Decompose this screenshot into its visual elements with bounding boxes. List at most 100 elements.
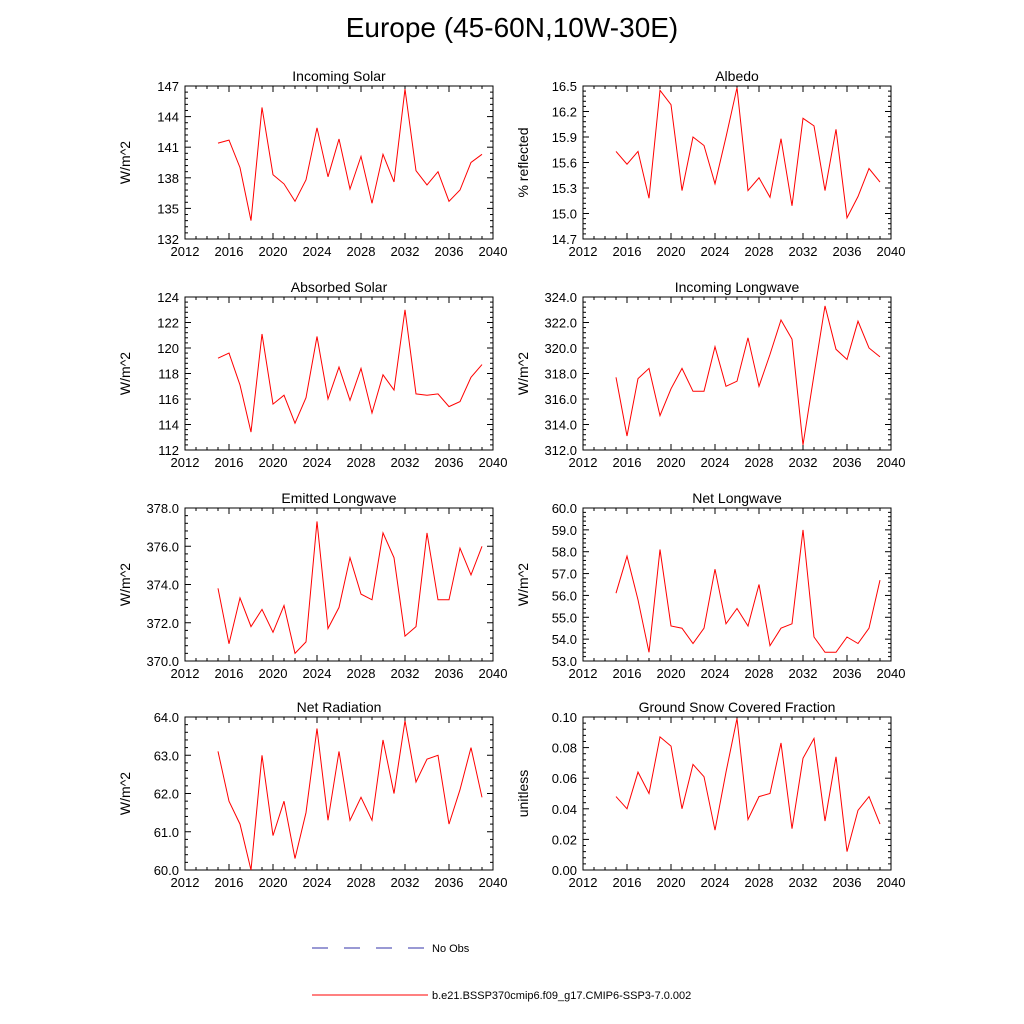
- chart-panel: Net Radiation W/m^2 2012 2016 2020 2024 2028 20…: [117, 699, 507, 890]
- x-tick-label: 2012: [171, 455, 200, 470]
- y-tick-label: 61.0: [154, 825, 179, 840]
- chart-panel: Net Longwave W/m^2 2012 2016 2020 2024 2028 203…: [515, 490, 905, 681]
- y-tick-label: 0.02: [552, 832, 577, 847]
- x-tick-label: 2028: [347, 455, 376, 470]
- legend-model-label: b.e21.BSSP370cmip6.f09_g17.CMIP6-SSP3-7.…: [432, 990, 691, 1002]
- y-tick-label: 0.04: [552, 802, 577, 817]
- chart-title: Net Radiation: [297, 699, 382, 715]
- chart-title: Absorbed Solar: [291, 279, 388, 295]
- x-tick-label: 2040: [479, 875, 508, 890]
- chart-title: Emitted Longwave: [281, 490, 396, 506]
- x-tick-label: 2040: [877, 244, 906, 259]
- y-tick-label: 63.0: [154, 748, 179, 763]
- x-tick-label: 2028: [347, 244, 376, 259]
- x-tick-label: 2032: [789, 666, 818, 681]
- y-axis-label: W/m^2: [117, 772, 133, 815]
- x-tick-label: 2024: [701, 455, 730, 470]
- x-tick-label: 2036: [435, 875, 464, 890]
- series-line: [615, 305, 881, 445]
- y-tick-label: 59.0: [552, 523, 577, 538]
- y-tick-label: 57.0: [552, 567, 577, 582]
- y-tick-label: 62.0: [154, 787, 179, 802]
- y-axis-label: W/m^2: [515, 352, 531, 395]
- y-tick-label: 0.00: [552, 863, 577, 878]
- page-title: Europe (45-60N,10W-30E): [345, 12, 679, 43]
- y-tick-label: 58.0: [552, 545, 577, 560]
- x-tick-label: 2032: [789, 875, 818, 890]
- x-tick-label: 2024: [701, 244, 730, 259]
- x-tick-label: 2036: [833, 875, 862, 890]
- y-tick-label: 60.0: [552, 501, 577, 516]
- x-tick-label: 2020: [657, 666, 686, 681]
- x-tick-label: 2012: [171, 666, 200, 681]
- x-tick-label: 2036: [435, 455, 464, 470]
- x-tick-label: 2020: [259, 455, 288, 470]
- y-tick-label: 324.0: [544, 290, 577, 305]
- x-tick-label: 2020: [657, 244, 686, 259]
- x-tick-label: 2040: [479, 666, 508, 681]
- y-tick-label: 16.2: [552, 105, 577, 120]
- series-line: [615, 529, 881, 653]
- y-tick-label: 53.0: [552, 654, 577, 669]
- chart-panel: Albedo % reflected 2012 2016 2020 2024 2028 203…: [515, 68, 905, 259]
- chart-title: Incoming Longwave: [675, 279, 800, 295]
- y-tick-label: 318.0: [544, 367, 577, 382]
- x-tick-label: 2020: [259, 244, 288, 259]
- x-tick-label: 2016: [215, 244, 244, 259]
- y-axis-label: W/m^2: [515, 563, 531, 606]
- series-line: [615, 718, 881, 852]
- x-tick-label: 2012: [171, 244, 200, 259]
- x-tick-label: 2024: [303, 455, 332, 470]
- y-tick-label: 138: [157, 171, 179, 186]
- y-tick-label: 120: [157, 341, 179, 356]
- x-tick-label: 2024: [303, 875, 332, 890]
- y-tick-label: 374.0: [146, 578, 179, 593]
- x-tick-label: 2012: [569, 666, 598, 681]
- series-line: [615, 87, 881, 220]
- y-tick-label: 15.0: [552, 207, 577, 222]
- x-tick-label: 2012: [569, 455, 598, 470]
- y-tick-label: 378.0: [146, 501, 179, 516]
- y-tick-label: 114: [158, 418, 179, 433]
- y-tick-label: 314.0: [544, 418, 577, 433]
- y-axis-label: W/m^2: [117, 563, 133, 606]
- y-tick-label: 15.3: [552, 181, 577, 196]
- x-tick-label: 2020: [259, 875, 288, 890]
- y-axis-label: unitless: [515, 770, 531, 817]
- x-tick-label: 2024: [701, 875, 730, 890]
- x-tick-label: 2032: [391, 455, 420, 470]
- chart-title: Albedo: [715, 68, 759, 84]
- y-tick-label: 312.0: [544, 443, 577, 458]
- x-tick-label: 2040: [877, 666, 906, 681]
- x-tick-label: 2028: [745, 244, 774, 259]
- x-tick-label: 2036: [833, 666, 862, 681]
- x-tick-label: 2020: [259, 666, 288, 681]
- x-tick-label: 2016: [613, 455, 642, 470]
- x-tick-label: 2016: [613, 875, 642, 890]
- y-tick-label: 55.0: [552, 610, 577, 625]
- y-tick-label: 14.7: [552, 232, 577, 247]
- x-tick-label: 2012: [569, 244, 598, 259]
- x-tick-label: 2016: [613, 666, 642, 681]
- chart-title: Incoming Solar: [292, 68, 386, 84]
- x-tick-label: 2016: [215, 875, 244, 890]
- y-tick-label: 135: [157, 201, 179, 216]
- y-axis-label: % reflected: [515, 127, 531, 197]
- y-tick-label: 320.0: [544, 341, 577, 356]
- y-tick-label: 60.0: [154, 863, 179, 878]
- y-tick-label: 370.0: [146, 654, 179, 669]
- y-tick-label: 147: [157, 79, 179, 94]
- y-tick-label: 372.0: [146, 616, 179, 631]
- x-tick-label: 2016: [215, 666, 244, 681]
- x-tick-label: 2028: [347, 875, 376, 890]
- y-tick-label: 16.5: [552, 79, 577, 94]
- y-tick-label: 0.06: [552, 771, 577, 786]
- chart-panel: Ground Snow Covered Fraction unitless 2012…: [515, 699, 905, 890]
- x-tick-label: 2028: [745, 666, 774, 681]
- y-tick-label: 15.9: [552, 130, 577, 145]
- y-tick-label: 122: [157, 316, 179, 331]
- y-tick-label: 141: [157, 140, 179, 155]
- series-line: [217, 309, 483, 433]
- y-axis-label: W/m^2: [117, 352, 133, 395]
